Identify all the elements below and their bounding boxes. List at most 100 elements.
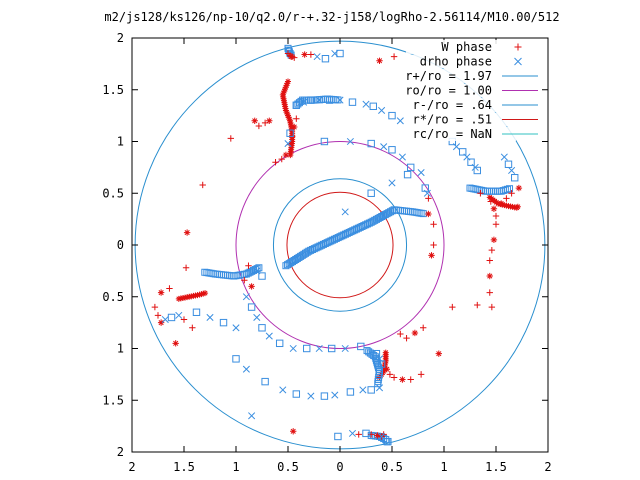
data-point (286, 129, 294, 137)
data-point (291, 54, 298, 61)
data-point (498, 200, 505, 207)
x-tick-label: 1.5 (485, 460, 507, 474)
data-point (307, 51, 315, 58)
y-tick-label: 1.5 (102, 393, 124, 407)
data-point (369, 102, 377, 111)
data-point (284, 140, 292, 148)
band-point (373, 358, 381, 366)
band-7 (466, 184, 514, 195)
band-6 (201, 264, 263, 280)
data-point (261, 377, 269, 386)
data-point (247, 303, 256, 311)
data-point (348, 98, 357, 106)
data-point (403, 334, 410, 342)
data-point (346, 388, 355, 396)
data-point (488, 303, 496, 311)
band-point (382, 349, 389, 356)
data-point (248, 412, 256, 420)
legend-label: r*/ro = .51 (413, 113, 492, 127)
data-point (492, 221, 500, 228)
data-point (180, 316, 188, 323)
data-point (331, 49, 339, 58)
circle-r-line (286, 191, 394, 299)
data-point (242, 365, 250, 373)
data-point (261, 119, 269, 127)
data-point (232, 324, 240, 332)
data-points (151, 49, 523, 446)
chart-title: m2/js128/ks126/np-10/q2.0/r-+.32-j158/lo… (104, 10, 559, 24)
data-point (407, 376, 414, 383)
data-point (307, 96, 315, 104)
band-point (487, 187, 495, 195)
data-point (167, 313, 176, 322)
data-point (417, 168, 425, 177)
band-point (382, 436, 390, 444)
data-point (291, 123, 298, 131)
data-point (411, 329, 419, 337)
data-point (367, 386, 375, 394)
x-tick-label: 0 (336, 460, 343, 474)
data-point (503, 195, 510, 202)
band-point (201, 268, 209, 276)
x-tick-label: 2 (128, 460, 135, 474)
data-point (227, 135, 234, 142)
band-point (198, 291, 205, 298)
data-point (487, 198, 494, 205)
data-point (423, 189, 431, 197)
y-tick-label: 0.5 (102, 186, 124, 200)
y-tick-label: 1.5 (102, 83, 124, 97)
x-tick-label: 1.5 (173, 460, 195, 474)
data-point (275, 339, 284, 348)
x-tick-label: 1 (440, 460, 447, 474)
data-point (303, 344, 311, 353)
band-point (506, 185, 514, 193)
y-axis-ticks: 2 1.5 1 0.5 0 0.5 1 1.5 2 (102, 31, 548, 459)
data-point (508, 190, 515, 197)
data-point (292, 101, 301, 109)
data-point (265, 332, 273, 340)
legend-bg (406, 69, 516, 83)
y-tick-label: 1 (117, 342, 124, 356)
x-tick-label: 0.5 (277, 460, 299, 474)
legend-bg (406, 54, 516, 69)
data-point (341, 344, 349, 353)
data-point (334, 432, 342, 441)
band-point (489, 187, 497, 195)
data-point (251, 117, 258, 124)
data-point (508, 166, 516, 175)
data-point (449, 303, 456, 311)
data-point (157, 319, 165, 326)
band-point (280, 90, 287, 97)
data-point (374, 432, 381, 439)
band-point (484, 187, 492, 195)
x-tick-label: 0.5 (381, 460, 403, 474)
data-point (278, 155, 285, 163)
band-point (282, 84, 289, 91)
data-point (430, 221, 437, 228)
band-0 (279, 78, 296, 159)
data-point (175, 311, 183, 319)
data-point (367, 189, 375, 197)
data-point (248, 283, 255, 290)
band-point (491, 187, 499, 195)
band-point (202, 290, 209, 297)
legend-label: drho phase (420, 55, 492, 69)
data-point (232, 355, 240, 363)
y-tick-label: 1 (117, 135, 124, 149)
data-point (292, 390, 301, 398)
data-point (272, 159, 279, 166)
data-point (511, 174, 519, 182)
data-point (390, 53, 398, 60)
data-point (282, 151, 290, 159)
band-point (283, 82, 290, 89)
data-point (380, 143, 388, 151)
legend-bg (406, 112, 516, 127)
data-point (500, 153, 508, 161)
data-point (492, 212, 500, 220)
data-point (474, 301, 481, 309)
band-point (501, 186, 509, 194)
data-point (378, 106, 386, 115)
band-point (200, 290, 207, 297)
